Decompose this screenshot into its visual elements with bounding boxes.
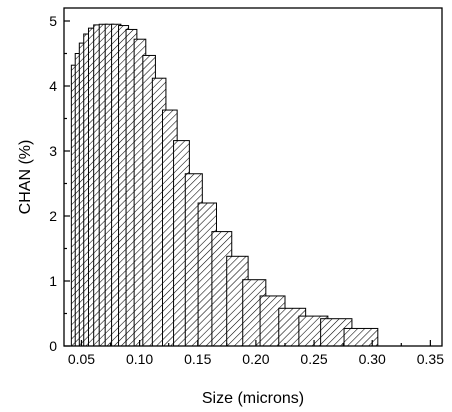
y-tick-label-5: 5 <box>49 13 57 29</box>
x-tick-label-3: 0.20 <box>242 351 269 367</box>
y-tick-label-2: 2 <box>49 208 57 224</box>
axis-tick-labels: 0.05 0.10 0.15 0.20 0.25 0.30 0.35 0 1 2 3 4 5 <box>49 13 444 367</box>
x-tick-label-4: 0.25 <box>300 351 327 367</box>
bars-group <box>70 23 379 347</box>
x-tick-label-6: 0.35 <box>417 351 444 367</box>
axis-ticks <box>64 20 431 347</box>
x-axis-title: Size (microns) <box>202 390 304 407</box>
y-tick-label-0: 0 <box>49 338 57 354</box>
y-tick-label-1: 1 <box>49 273 57 289</box>
x-tick-label-5: 0.30 <box>359 351 386 367</box>
plot-frame <box>63 7 443 347</box>
y-tick-label-4: 4 <box>49 78 57 94</box>
x-tick-label-1: 0.10 <box>126 351 153 367</box>
x-tick-label-0: 0.05 <box>68 351 95 367</box>
x-tick-label-2: 0.15 <box>184 351 211 367</box>
y-axis-title: CHAN (%) <box>17 140 34 215</box>
y-tick-label-3: 3 <box>49 143 57 159</box>
